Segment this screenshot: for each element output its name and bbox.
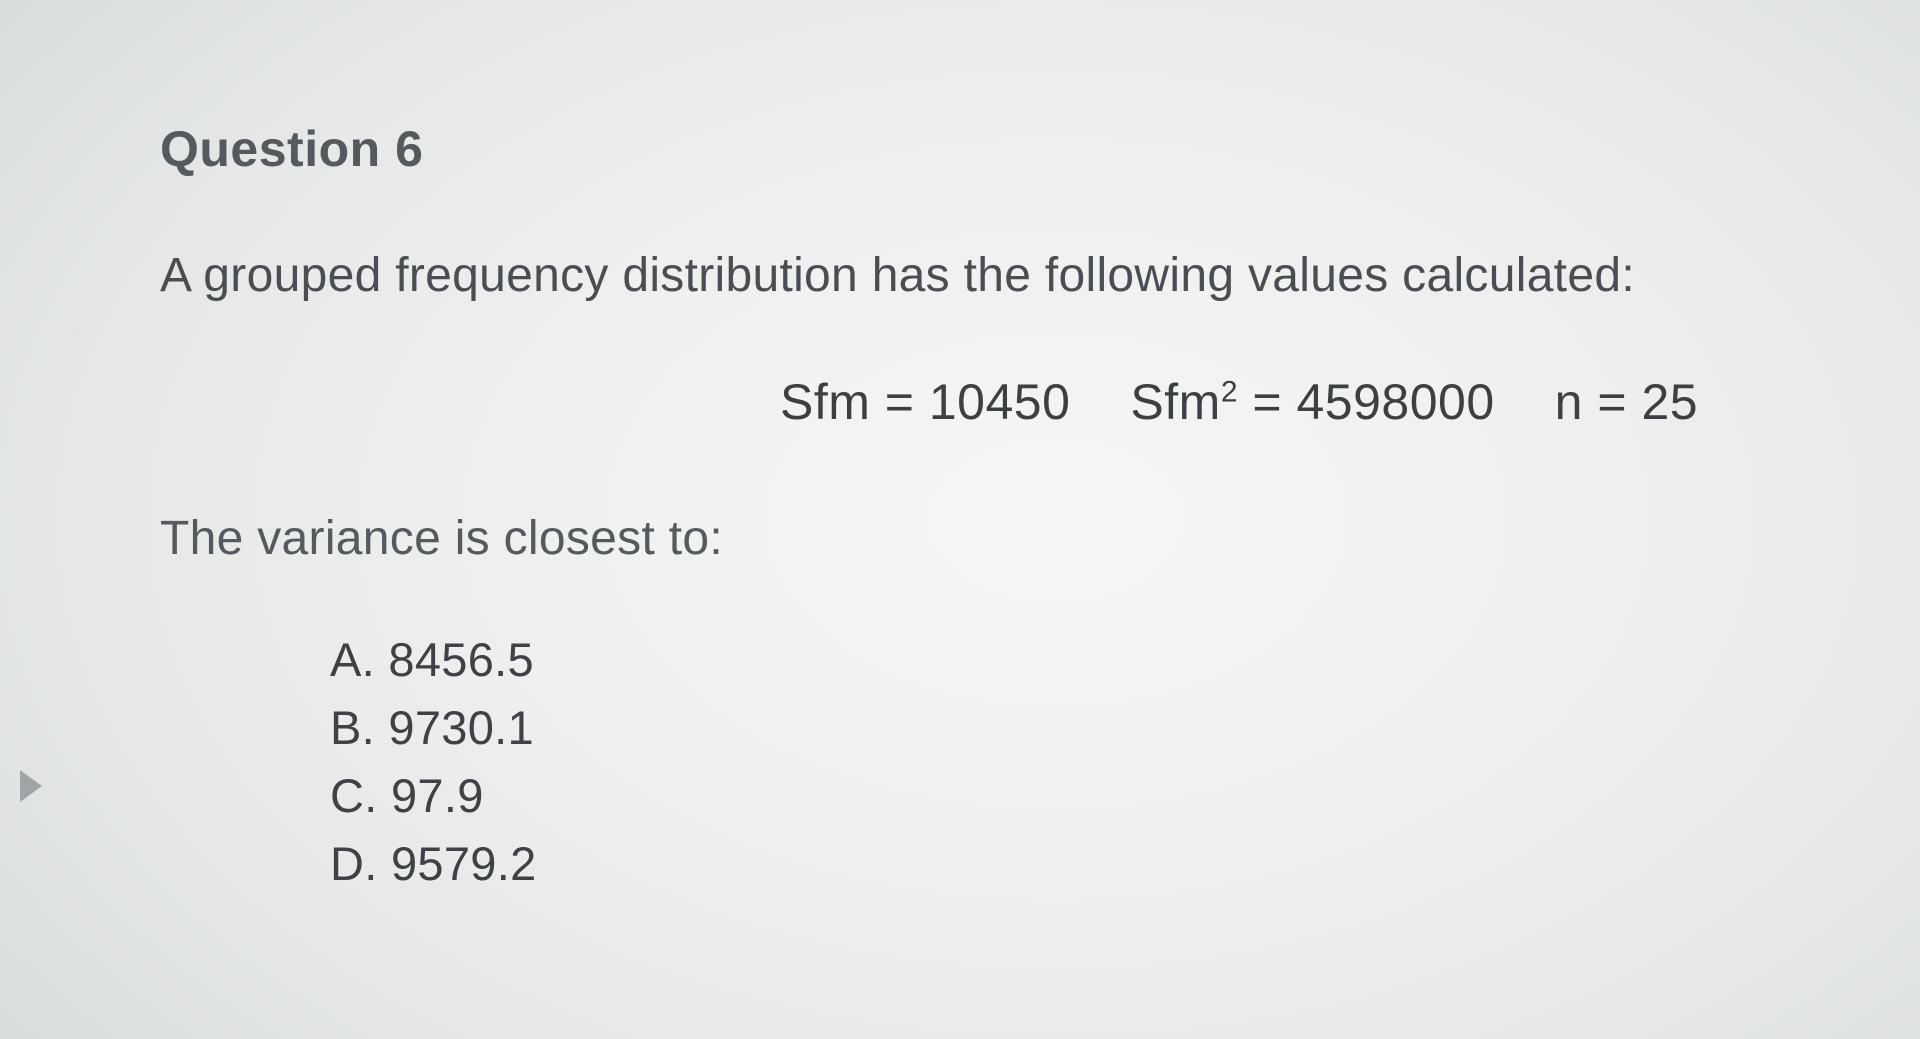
question-prompt: A grouped frequency distribution has the… (160, 248, 1860, 303)
formula-line: Sfm = 10450 Sfm2 = 4598000 n = 25 (160, 373, 1860, 431)
option-letter: D. (330, 837, 378, 890)
sfm2-label-post: = (1238, 374, 1296, 430)
option-c[interactable]: C. 97.9 (330, 762, 1860, 830)
option-text: 9730.1 (388, 701, 534, 754)
sfm-label: Sfm = (780, 374, 929, 430)
n-value: 25 (1641, 374, 1698, 430)
sfm-value: 10450 (929, 374, 1071, 430)
sfm2-exponent: 2 (1221, 375, 1238, 408)
sfm2-value: 4598000 (1297, 374, 1495, 430)
question-closing: The variance is closest to: (160, 511, 1860, 566)
question-page: Question 6 A grouped frequency distribut… (0, 0, 1920, 1039)
option-d[interactable]: D. 9579.2 (330, 830, 1860, 898)
sfm2-label-pre: Sfm (1130, 374, 1220, 430)
options-list: A. 8456.5 B. 9730.1 C. 97.9 D. 9579.2 (160, 626, 1860, 899)
option-text: 8456.5 (388, 633, 534, 686)
option-letter: C. (330, 769, 378, 822)
n-label: n = (1555, 374, 1642, 430)
option-a[interactable]: A. 8456.5 (330, 626, 1860, 694)
option-b[interactable]: B. 9730.1 (330, 694, 1860, 762)
option-letter: A. (330, 633, 375, 686)
question-heading: Question 6 (160, 120, 1860, 178)
option-letter: B. (330, 701, 375, 754)
option-text: 97.9 (391, 769, 484, 822)
option-text: 9579.2 (391, 837, 537, 890)
